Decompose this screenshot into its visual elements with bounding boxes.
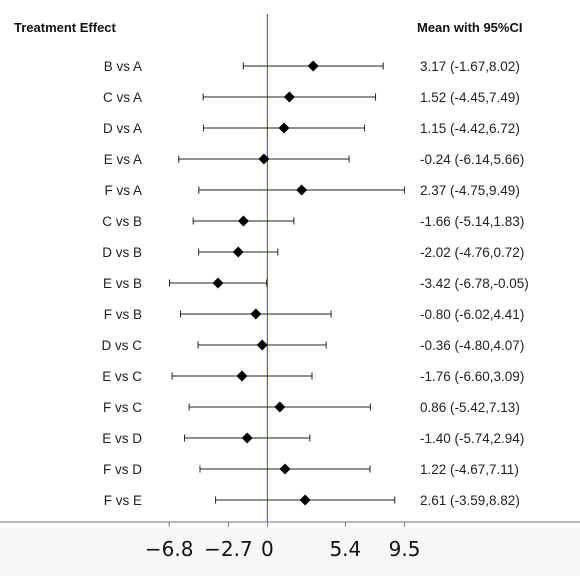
row-label: D vs A bbox=[103, 121, 142, 136]
forest-row: D vs B -2.02 (-4.76,0.72) bbox=[102, 245, 524, 260]
mean-marker bbox=[274, 401, 286, 413]
row-label: E vs D bbox=[102, 431, 142, 446]
row-label: C vs A bbox=[103, 90, 142, 105]
row-value: -1.76 (-6.60,3.09) bbox=[420, 369, 524, 384]
row-label: E vs A bbox=[104, 152, 142, 167]
mean-marker bbox=[279, 463, 291, 475]
mean-marker bbox=[237, 215, 249, 227]
row-label: C vs B bbox=[102, 214, 142, 229]
header-mean-ci: Mean with 95%CI bbox=[417, 20, 522, 35]
forest-row: E vs C -1.76 (-6.60,3.09) bbox=[102, 369, 524, 384]
x-tick-label: 9.5 bbox=[389, 537, 421, 561]
row-value: -1.40 (-5.74,2.94) bbox=[420, 431, 524, 446]
forest-row: F vs B -0.80 (-6.02,4.41) bbox=[104, 307, 525, 322]
row-label: D vs B bbox=[102, 245, 142, 260]
mean-marker bbox=[256, 339, 268, 351]
forest-row: F vs C 0.86 (-5.42,7.13) bbox=[103, 400, 520, 415]
row-value: 1.22 (-4.67,7.11) bbox=[420, 462, 519, 477]
mean-marker bbox=[241, 432, 253, 444]
mean-marker bbox=[307, 60, 319, 72]
x-tick-label: 5.4 bbox=[329, 537, 361, 561]
row-value: -2.02 (-4.76,0.72) bbox=[420, 245, 524, 260]
forest-row: D vs C -0.36 (-4.80,4.07) bbox=[102, 338, 525, 353]
row-label: F vs B bbox=[104, 307, 142, 322]
mean-marker bbox=[212, 277, 224, 289]
x-tick-label: −2.7 bbox=[204, 537, 253, 561]
x-tick-label: 0 bbox=[261, 537, 274, 561]
forest-row: C vs A 1.52 (-4.45,7.49) bbox=[103, 90, 520, 105]
mean-marker bbox=[258, 153, 270, 165]
mean-marker bbox=[299, 494, 311, 506]
forest-row: E vs B -3.42 (-6.78,-0.05) bbox=[103, 276, 529, 291]
row-label: F vs A bbox=[104, 183, 142, 198]
x-axis: −6.8 −2.7 0 5.4 9.5 bbox=[0, 521, 580, 561]
row-label: B vs A bbox=[104, 59, 142, 74]
forest-row: F vs A 2.37 (-4.75,9.49) bbox=[104, 183, 519, 198]
row-label: D vs C bbox=[102, 338, 143, 353]
row-label: E vs C bbox=[102, 369, 142, 384]
row-label: F vs D bbox=[103, 462, 142, 477]
forest-row: F vs E 2.61 (-3.59,8.82) bbox=[104, 493, 520, 508]
header-treatment-effect: Treatment Effect bbox=[14, 20, 117, 35]
row-value: 2.37 (-4.75,9.49) bbox=[420, 183, 520, 198]
row-value: 0.86 (-5.42,7.13) bbox=[420, 400, 520, 415]
row-value: 1.52 (-4.45,7.49) bbox=[420, 90, 520, 105]
row-value: -0.24 (-6.14,5.66) bbox=[420, 152, 524, 167]
row-value: 3.17 (-1.67,8.02) bbox=[420, 59, 520, 74]
row-label: F vs C bbox=[103, 400, 142, 415]
row-label: E vs B bbox=[103, 276, 142, 291]
forest-row: E vs A -0.24 (-6.14,5.66) bbox=[104, 152, 525, 167]
mean-marker bbox=[283, 91, 295, 103]
forest-row: F vs D 1.22 (-4.67,7.11) bbox=[103, 462, 519, 477]
forest-row: D vs A 1.15 (-4.42,6.72) bbox=[103, 121, 520, 136]
mean-marker bbox=[250, 308, 262, 320]
x-tick-label: −6.8 bbox=[145, 537, 194, 561]
row-value: -1.66 (-5.14,1.83) bbox=[420, 214, 524, 229]
row-value: 1.15 (-4.42,6.72) bbox=[420, 121, 520, 136]
row-label: F vs E bbox=[104, 493, 142, 508]
bottom-band bbox=[0, 528, 580, 576]
row-value: 2.61 (-3.59,8.82) bbox=[420, 493, 520, 508]
forest-row: E vs D -1.40 (-5.74,2.94) bbox=[102, 431, 524, 446]
forest-row: C vs B -1.66 (-5.14,1.83) bbox=[102, 214, 524, 229]
mean-marker bbox=[296, 184, 308, 196]
mean-marker bbox=[232, 246, 244, 258]
mean-marker bbox=[236, 370, 248, 382]
mean-marker bbox=[278, 122, 290, 134]
rows-group: B vs A 3.17 (-1.67,8.02) C vs A 1.52 (-4.45… bbox=[102, 59, 529, 508]
forest-row: B vs A 3.17 (-1.67,8.02) bbox=[104, 59, 520, 74]
row-value: -0.36 (-4.80,4.07) bbox=[420, 338, 524, 353]
row-value: -3.42 (-6.78,-0.05) bbox=[420, 276, 529, 291]
row-value: -0.80 (-6.02,4.41) bbox=[420, 307, 524, 322]
